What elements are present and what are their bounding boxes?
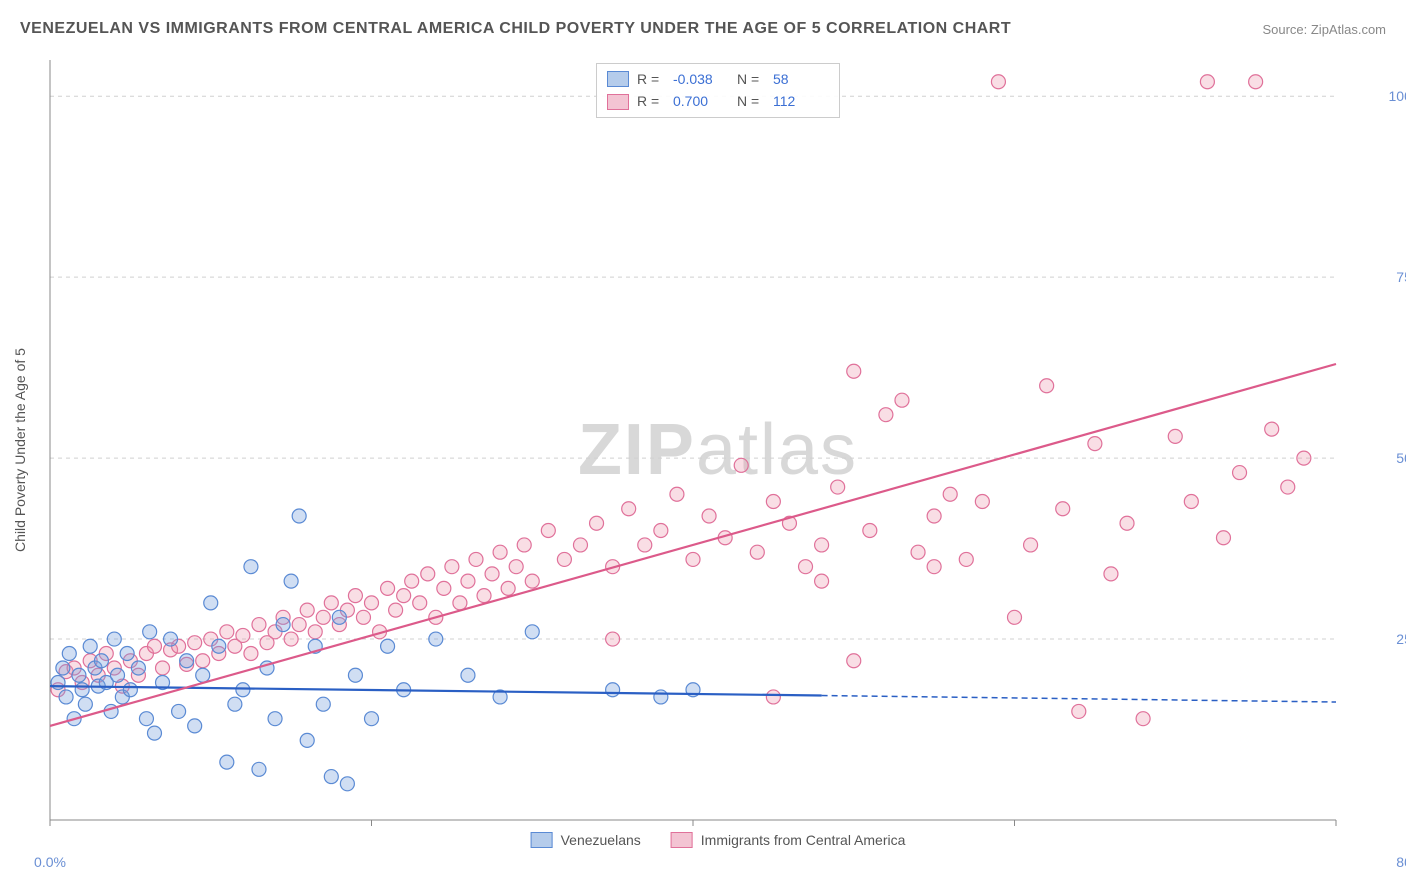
n-value-venezuelans: 58 [773, 68, 829, 90]
legend-label-immigrants: Immigrants from Central America [701, 832, 906, 848]
swatch-venezuelans [607, 71, 629, 87]
y-tick-label: 50.0% [1396, 450, 1406, 466]
swatch-bottom-venezuelans [531, 832, 553, 848]
chart-area: Child Poverty Under the Age of 5 ZIPatla… [50, 60, 1386, 840]
series-legend: Venezuelans Immigrants from Central Amer… [531, 832, 906, 848]
y-tick-label: 25.0% [1396, 631, 1406, 647]
r-label: R = [637, 68, 665, 90]
y-tick-label: 100.0% [1389, 88, 1406, 104]
y-tick-label: 75.0% [1396, 269, 1406, 285]
source-attribution: Source: ZipAtlas.com [1262, 22, 1386, 37]
n-value-immigrants: 112 [773, 90, 829, 112]
swatch-immigrants [607, 94, 629, 110]
legend-row-immigrants: R = 0.700 N = 112 [607, 90, 829, 112]
r-label-2: R = [637, 90, 665, 112]
correlation-legend: R = -0.038 N = 58 R = 0.700 N = 112 [596, 63, 840, 118]
legend-item-immigrants: Immigrants from Central America [671, 832, 906, 848]
x-tick-label: 0.0% [34, 854, 66, 870]
r-value-venezuelans: -0.038 [673, 68, 729, 90]
legend-item-venezuelans: Venezuelans [531, 832, 641, 848]
swatch-bottom-immigrants [671, 832, 693, 848]
y-axis-label: Child Poverty Under the Age of 5 [12, 348, 28, 552]
r-value-immigrants: 0.700 [673, 90, 729, 112]
x-tick-label: 80.0% [1396, 854, 1406, 870]
n-label-2: N = [737, 90, 765, 112]
n-label: N = [737, 68, 765, 90]
legend-label-venezuelans: Venezuelans [561, 832, 641, 848]
chart-title: VENEZUELAN VS IMMIGRANTS FROM CENTRAL AM… [20, 20, 1011, 38]
scatter-plot-svg [50, 60, 1386, 840]
legend-row-venezuelans: R = -0.038 N = 58 [607, 68, 829, 90]
